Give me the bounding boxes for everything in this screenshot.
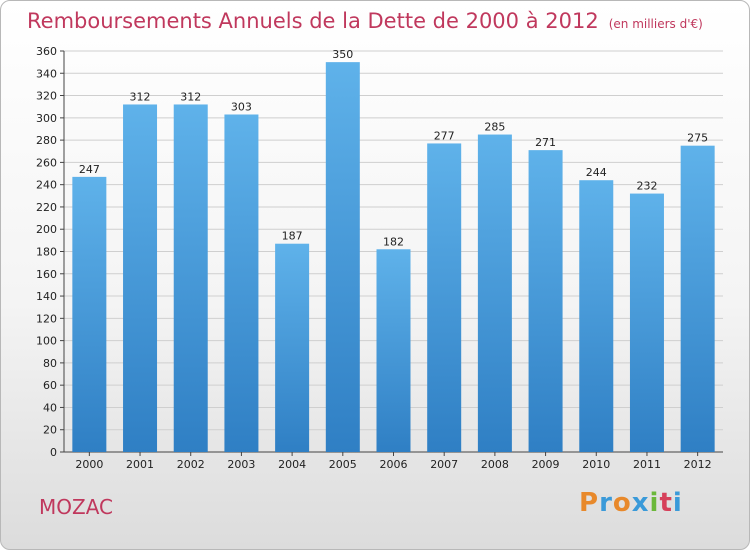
data-label: 312 — [130, 90, 151, 103]
logo-letter: r — [599, 488, 613, 518]
bar — [72, 176, 107, 452]
y-tick-label: 120 — [36, 312, 57, 325]
bar — [477, 134, 512, 452]
logo-letter: o — [612, 488, 632, 518]
y-tick-label: 320 — [36, 90, 57, 103]
x-tick-label: 2002 — [177, 458, 205, 471]
data-label: 187 — [282, 230, 303, 243]
data-label: 275 — [687, 132, 708, 145]
y-tick-label: 100 — [36, 335, 57, 348]
y-tick-label: 340 — [36, 67, 57, 80]
logo-letter: i — [649, 488, 660, 518]
y-tick-label: 240 — [36, 179, 57, 192]
y-tick-label: 220 — [36, 201, 57, 214]
y-tick-label: 260 — [36, 156, 57, 169]
chart-unit: (en milliers d'€) — [608, 17, 703, 31]
bar — [579, 180, 614, 452]
x-tick-label: 2001 — [126, 458, 154, 471]
y-tick-label: 360 — [36, 45, 57, 58]
x-tick-label: 2008 — [481, 458, 509, 471]
bar — [427, 143, 462, 453]
data-label: 232 — [636, 180, 657, 193]
y-tick-label: 160 — [36, 268, 57, 281]
y-tick-label: 80 — [43, 357, 57, 370]
y-tick-label: 200 — [36, 223, 57, 236]
y-tick-label: 60 — [43, 379, 57, 392]
x-tick-label: 2012 — [684, 458, 712, 471]
data-label: 182 — [383, 235, 404, 248]
bar — [528, 150, 563, 452]
data-label: 285 — [484, 121, 505, 134]
logo-letter: P — [579, 488, 600, 518]
x-tick-label: 2004 — [278, 458, 306, 471]
bar — [123, 104, 158, 452]
y-tick-label: 40 — [43, 401, 57, 414]
y-tick-label: 280 — [36, 134, 57, 147]
x-tick-label: 2007 — [430, 458, 458, 471]
bar — [275, 243, 310, 452]
labels: 247 312 312 303 187 350 182 277 285 271 244 232 275 — [79, 48, 708, 248]
x-tick-label: 2003 — [227, 458, 255, 471]
logo-letter: i — [672, 488, 683, 518]
logo-letter: t — [659, 488, 673, 518]
y-tick-label: 300 — [36, 112, 57, 125]
chart-title-text: Remboursements Annuels de la Dette de 20… — [27, 9, 599, 33]
x-tick-label: 2010 — [582, 458, 610, 471]
data-label: 271 — [535, 136, 556, 149]
y-tick-label: 180 — [36, 246, 57, 259]
bars — [72, 62, 715, 453]
bar — [680, 145, 715, 453]
x-tick-label: 2009 — [532, 458, 560, 471]
y-tick-label: 0 — [50, 446, 57, 459]
y-tick-label: 20 — [43, 424, 57, 437]
proxiti-logo: Proxiti — [579, 488, 683, 518]
logo-letter: x — [631, 488, 650, 518]
chart-title: Remboursements Annuels de la Dette de 20… — [27, 9, 703, 33]
x-tick-label: 2006 — [380, 458, 408, 471]
data-label: 277 — [434, 129, 455, 142]
data-label: 244 — [586, 166, 607, 179]
x-tick-label: 2011 — [633, 458, 661, 471]
y-tick-label: 140 — [36, 290, 57, 303]
bar — [376, 249, 411, 452]
x-tick-label: 2005 — [329, 458, 357, 471]
data-label: 312 — [180, 90, 201, 103]
municipality-name: MOZAC — [39, 495, 113, 519]
x-tick-label: 2000 — [75, 458, 103, 471]
data-label: 303 — [231, 100, 252, 113]
bar — [173, 104, 208, 452]
bar — [224, 114, 259, 452]
data-label: 350 — [332, 48, 353, 61]
bar — [325, 62, 360, 453]
bar — [629, 193, 664, 453]
data-label: 247 — [79, 163, 100, 176]
